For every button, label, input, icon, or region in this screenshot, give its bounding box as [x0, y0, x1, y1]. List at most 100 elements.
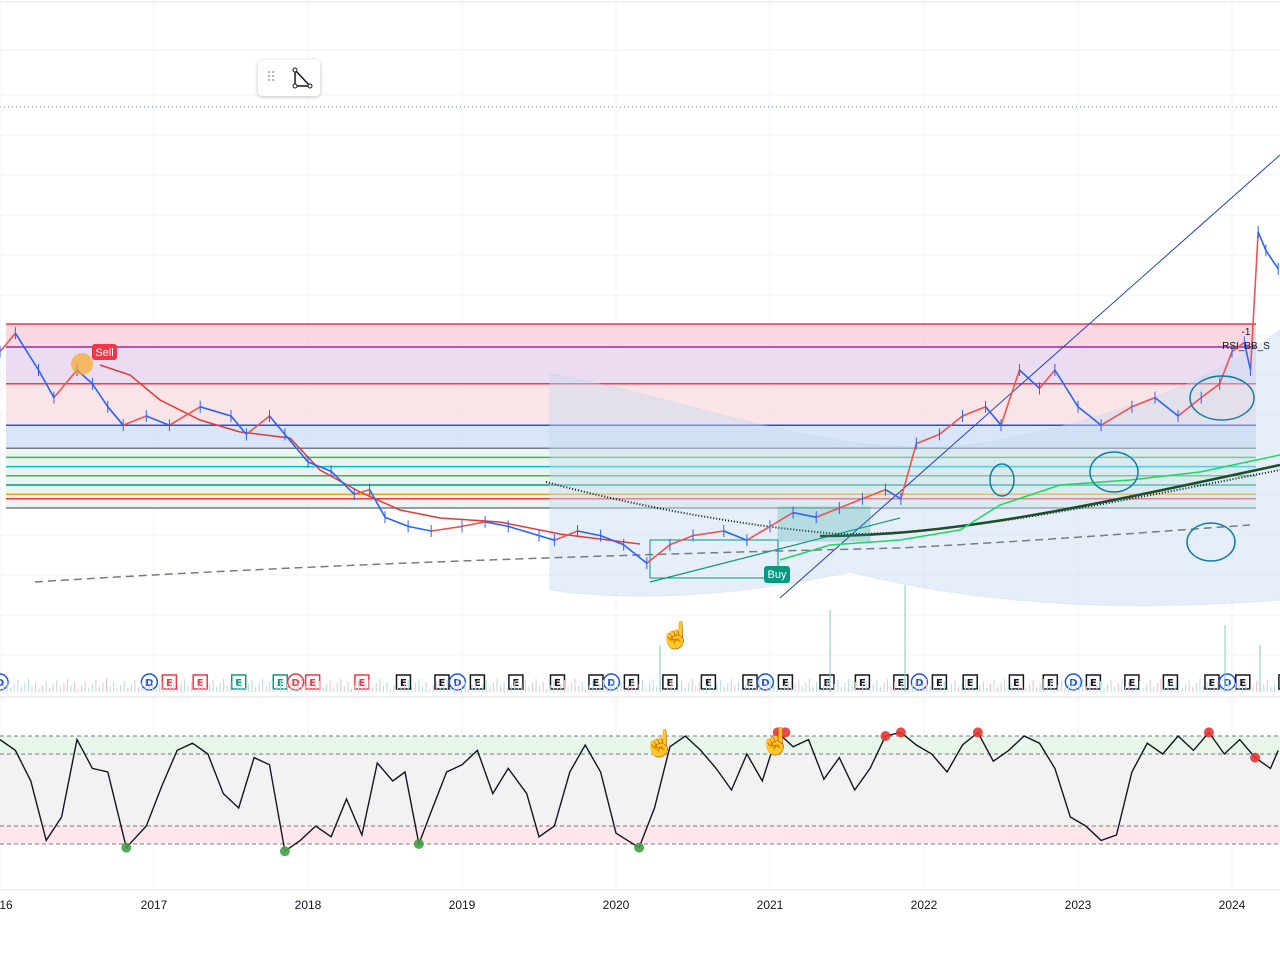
price-segment — [1265, 249, 1279, 270]
drawing-toolbar[interactable]: ⠿ — [258, 60, 320, 96]
price-segment — [885, 488, 902, 500]
price-segment — [1200, 383, 1221, 399]
price-segment — [984, 406, 1002, 426]
x-tick-label: 2020 — [603, 898, 630, 912]
rsi-buy-dot — [634, 842, 645, 853]
rsi-oversold-zone — [0, 826, 1280, 844]
marker-shape — [508, 674, 524, 690]
pointing-hand-icon: ☝ — [660, 619, 692, 651]
rsi-pane: ☝ ☝ — [0, 725, 1280, 857]
earnings-marker: E — [304, 674, 321, 690]
price-segment — [353, 488, 370, 495]
marker-shape — [286, 673, 305, 691]
marker-label: E — [166, 678, 173, 689]
price-segment — [507, 525, 540, 537]
buy-badge — [764, 566, 790, 583]
price-segment — [916, 433, 940, 445]
rsi-sell-dot — [880, 731, 891, 741]
marker-label: E — [309, 678, 316, 689]
price-segment — [307, 461, 332, 472]
earnings-marker: E — [1042, 674, 1059, 690]
earnings-marker: E — [700, 674, 717, 690]
marker-label: E — [936, 678, 943, 689]
price-segment — [577, 530, 601, 537]
marker-label: E — [474, 678, 481, 689]
marker-label: E — [439, 678, 446, 689]
marker-label: E — [1013, 678, 1020, 689]
earnings-dividend-markers: DDEEEEDEEEEDEEEEDEEEEDEEEEDEEEEDEEEEDEE — [0, 585, 1280, 692]
marker-label: D — [1223, 678, 1231, 689]
price-segment — [107, 406, 124, 426]
x-tick-label: 2024 — [1219, 898, 1246, 912]
rsi-sell-dot — [1250, 752, 1261, 763]
marker-label: E — [1239, 678, 1246, 689]
price-segment — [938, 415, 963, 436]
time-axis: 16 2017 2018 2019 2020 2021 2022 2023 2024 — [0, 898, 1246, 912]
earnings-marker: E — [742, 674, 758, 690]
price-segment — [384, 516, 409, 528]
rsi-sell-dot — [772, 727, 783, 738]
marker-shape — [230, 674, 247, 690]
price-segment — [122, 415, 147, 426]
bollinger-band-fill — [549, 329, 1280, 607]
price-segment — [1249, 231, 1259, 371]
price-segment — [862, 488, 886, 500]
price-segment — [538, 534, 555, 541]
sell-highlight — [71, 353, 93, 375]
price-segment — [723, 530, 748, 541]
grip-dots-icon[interactable]: ⠿ — [266, 70, 277, 86]
earnings-marker: E — [931, 674, 948, 690]
marker-label: D — [607, 678, 615, 689]
dividend-marker: D — [602, 673, 621, 691]
price-segment — [839, 498, 863, 509]
marker-label: E — [197, 678, 204, 689]
stop-line — [99, 364, 641, 545]
earnings-marker: E — [1162, 674, 1179, 690]
fib-zone — [6, 383, 1256, 426]
marker-label: D — [145, 678, 153, 689]
marker-shape — [1162, 674, 1179, 690]
price-segment — [368, 489, 386, 518]
dividend-marker: D — [1218, 673, 1237, 691]
x-tick-label: 16 — [0, 898, 13, 912]
marker-label: E — [705, 678, 712, 689]
marker-shape — [742, 674, 758, 690]
marker-label: E — [1128, 678, 1135, 689]
rsi-sell-dot — [895, 727, 906, 738]
marker-shape — [0, 673, 9, 691]
marker-label: E — [400, 678, 407, 689]
earnings-marker: E — [161, 674, 178, 690]
marker-shape — [756, 673, 775, 691]
earnings-marker: E — [508, 674, 524, 690]
sell-label: Sell — [95, 347, 113, 359]
supertrend-line — [779, 454, 1280, 561]
dashed-trend-line — [34, 524, 1251, 583]
marker-label: E — [747, 678, 754, 689]
consolidation-box — [777, 506, 871, 542]
rsi-line — [0, 731, 1279, 853]
triangle-pattern-icon[interactable] — [290, 66, 314, 90]
marker-shape — [777, 674, 794, 690]
earnings-marker: E — [549, 674, 566, 690]
marker-shape — [1204, 674, 1220, 690]
dividend-marker: D — [0, 673, 9, 691]
fib-zone — [6, 448, 1256, 508]
marker-shape — [395, 674, 412, 690]
earnings-marker: E — [588, 674, 604, 690]
price-segment — [431, 525, 463, 532]
marker-label: E — [512, 678, 519, 689]
marker-label: D — [292, 678, 300, 689]
annotation-circle — [1186, 522, 1236, 562]
price-segment — [1257, 231, 1267, 251]
fib-zone — [6, 347, 1256, 384]
price-segment — [230, 415, 248, 435]
marker-label: E — [358, 678, 365, 689]
earnings-marker: E — [962, 674, 978, 690]
price-segment — [746, 525, 771, 541]
price-segment — [1218, 351, 1233, 385]
price-segment — [330, 470, 355, 495]
marker-label: E — [1167, 678, 1174, 689]
earnings-marker: E — [192, 674, 208, 690]
marker-label: E — [593, 678, 600, 689]
